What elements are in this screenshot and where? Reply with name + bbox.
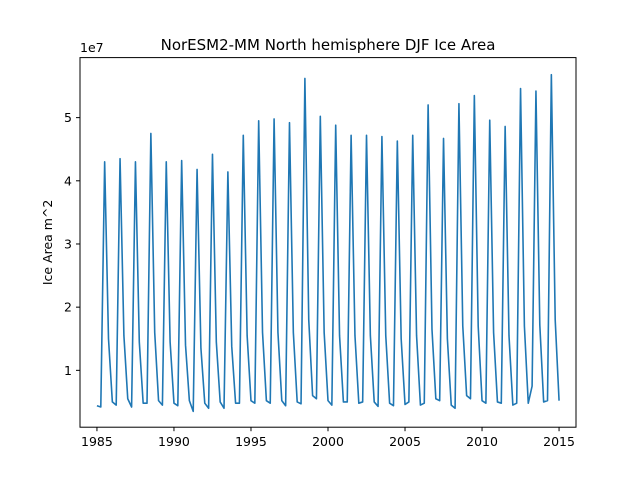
y-tick-label: 5 bbox=[64, 110, 72, 125]
x-tick-label: 2005 bbox=[389, 434, 421, 449]
x-tick-label: 1995 bbox=[235, 434, 267, 449]
y-tick-label: 4 bbox=[64, 173, 72, 188]
y-tick-label: 2 bbox=[64, 300, 72, 315]
y-axis-label: Ice Area m^2 bbox=[40, 200, 55, 286]
x-tick-label: 1990 bbox=[158, 434, 190, 449]
y-tick-label: 3 bbox=[64, 236, 72, 251]
x-tick-label: 1985 bbox=[81, 434, 113, 449]
chart-title: NorESM2-MM North hemisphere DJF Ice Area bbox=[161, 36, 496, 54]
x-tick-label: 2000 bbox=[312, 434, 344, 449]
y-tick-label: 1 bbox=[64, 363, 72, 378]
x-tick-label: 2010 bbox=[466, 434, 498, 449]
x-tick-label: 2015 bbox=[543, 434, 575, 449]
ice-area-series-line bbox=[96, 73, 560, 413]
y-axis-offset-text: 1e7 bbox=[80, 40, 104, 55]
